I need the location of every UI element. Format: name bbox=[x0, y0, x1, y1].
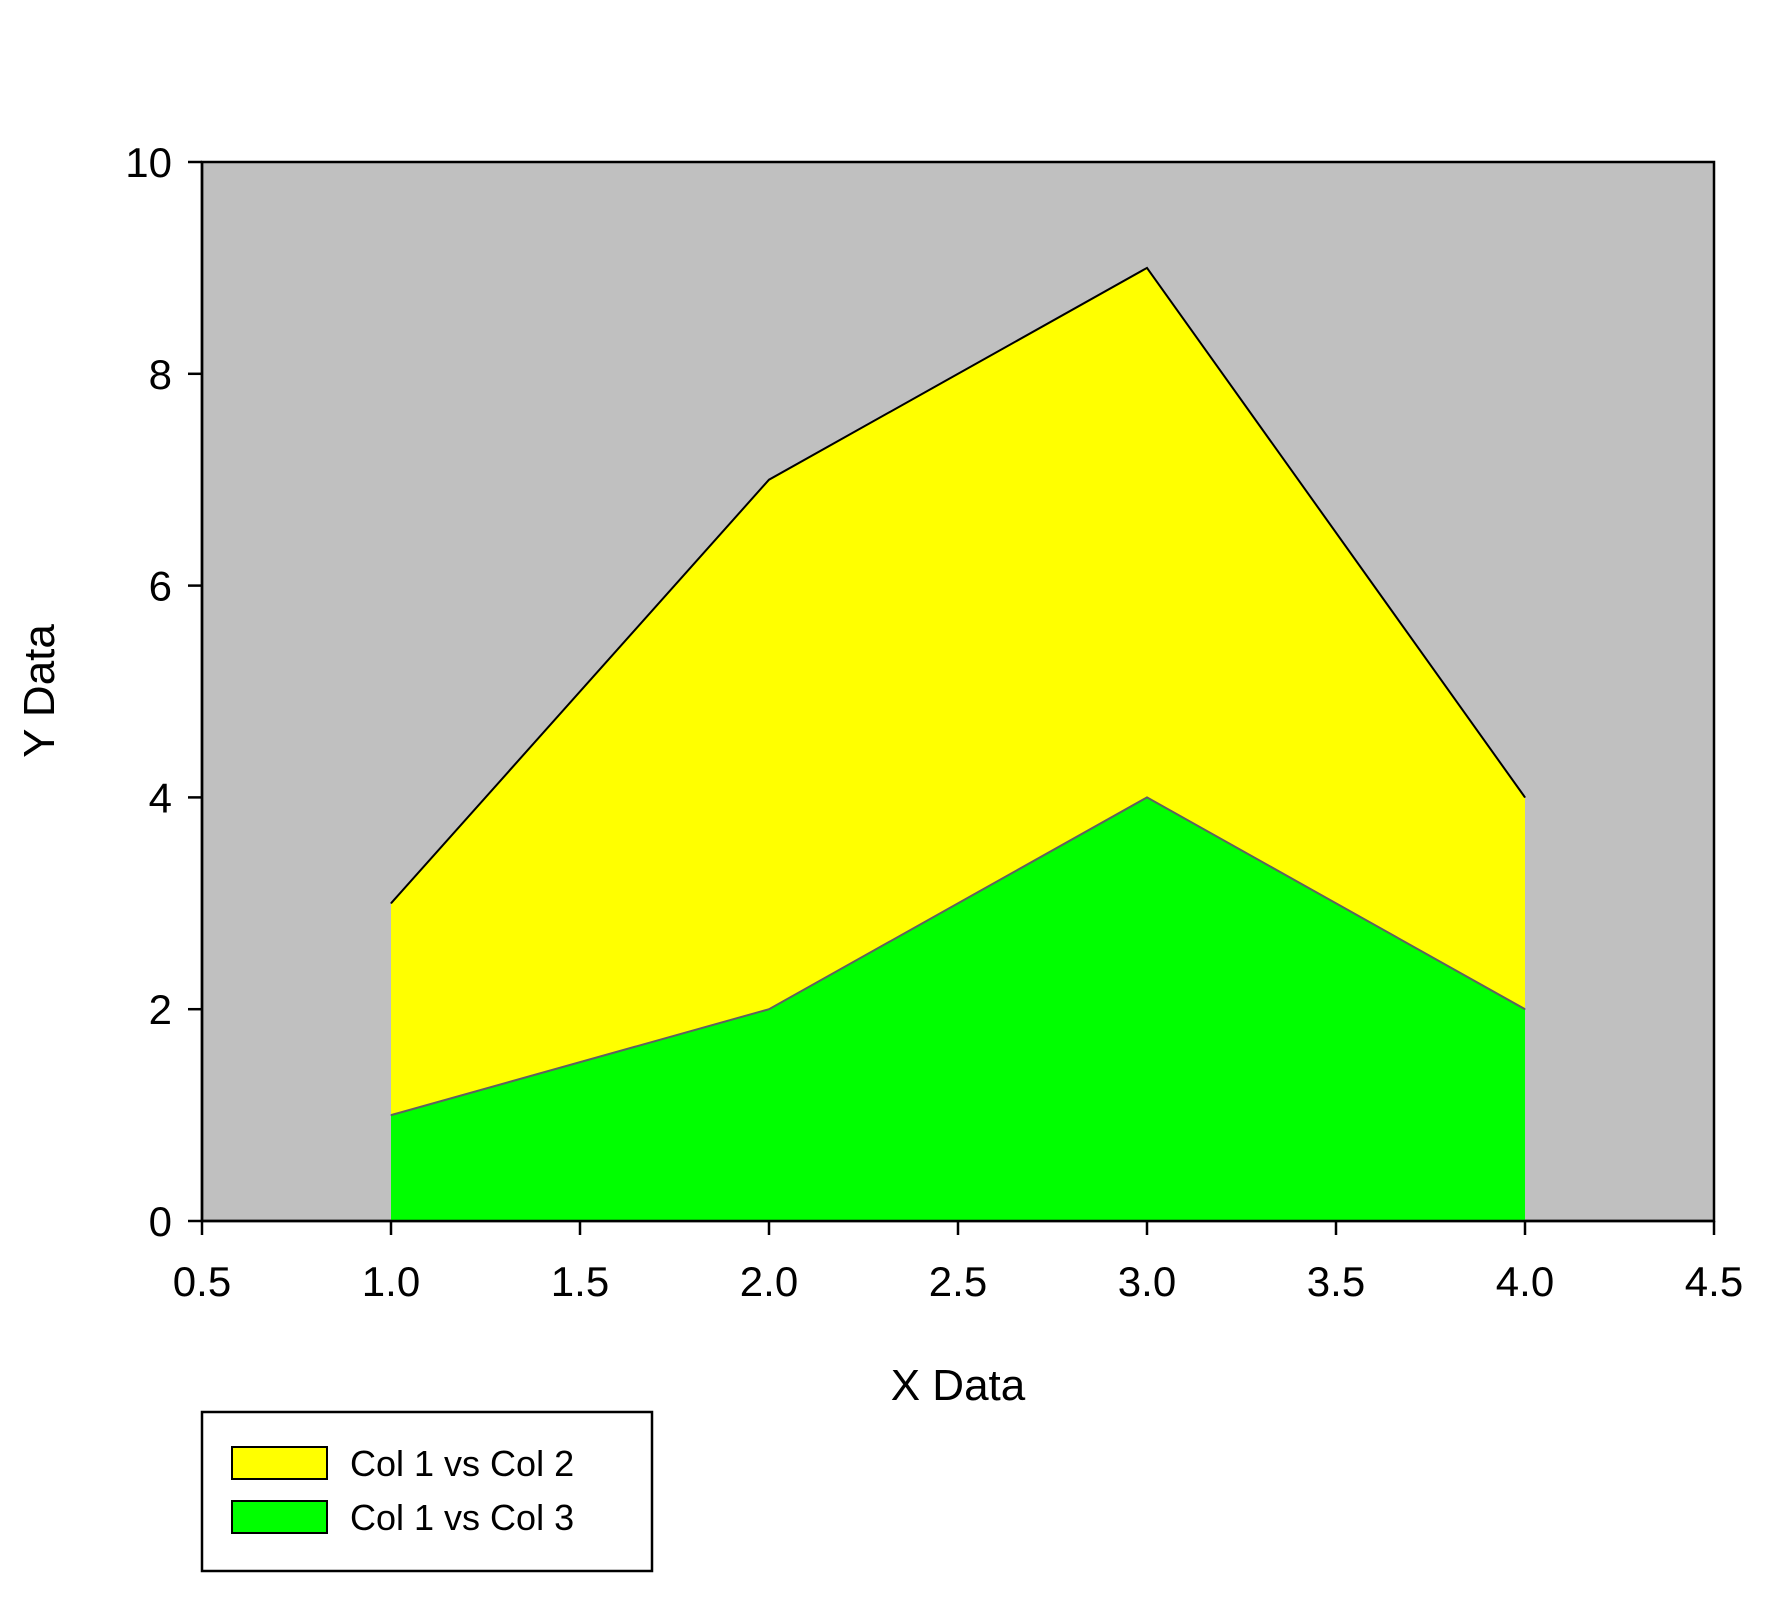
y-axis-title: Y Data bbox=[15, 624, 64, 758]
y-tick-label: 4 bbox=[149, 774, 172, 821]
y-tick-label: 10 bbox=[125, 139, 172, 186]
x-tick-label: 4.5 bbox=[1685, 1258, 1743, 1305]
y-tick-label: 6 bbox=[149, 563, 172, 610]
x-tick-label: 2.5 bbox=[929, 1258, 987, 1305]
axes: 0.5 1.0 1.5 2.0 2.5 3.0 3.5 4.0 4.5 0 2 4 6 8 10 bbox=[125, 139, 1743, 1305]
area-edge-series-0 bbox=[390, 266, 1526, 904]
area-fill-series-1 bbox=[391, 797, 1525, 1221]
legend-label-col2: Col 1 vs Col 2 bbox=[350, 1443, 574, 1484]
y-tick-label: 0 bbox=[149, 1198, 172, 1245]
y-tick-label: 2 bbox=[149, 986, 172, 1033]
legend-swatch-col2 bbox=[231, 1446, 328, 1480]
x-tick-label: 2.0 bbox=[740, 1258, 798, 1305]
legend-label-col3: Col 1 vs Col 3 bbox=[350, 1497, 574, 1538]
data-point-series-0-0 bbox=[390, 902, 392, 904]
data-point-series-0-1 bbox=[768, 479, 770, 481]
x-tick-label: 1.0 bbox=[362, 1258, 420, 1305]
x-tick-label: 3.5 bbox=[1307, 1258, 1365, 1305]
x-tick-label: 3.0 bbox=[1118, 1258, 1176, 1305]
data-point-series-1-1 bbox=[768, 1008, 770, 1010]
y-tick-label: 8 bbox=[149, 351, 172, 398]
x-tick-label: 1.5 bbox=[551, 1258, 609, 1305]
data-point-series-1-2 bbox=[1146, 796, 1148, 798]
data-point-series-0-2 bbox=[1146, 267, 1148, 269]
x-axis-title: X Data bbox=[891, 1361, 1026, 1410]
legend-box bbox=[200, 1410, 654, 1573]
legend: Col 1 vs Col 2 Col 1 vs Col 3 bbox=[200, 1410, 654, 1573]
data-point-series-0-3 bbox=[1524, 796, 1526, 798]
area-series-group bbox=[390, 266, 1526, 1221]
legend-swatch-col3 bbox=[231, 1500, 328, 1534]
x-tick-label: 0.5 bbox=[173, 1258, 231, 1305]
area-edge-series-1 bbox=[390, 796, 1526, 1117]
data-point-series-1-0 bbox=[390, 1114, 392, 1116]
x-tick-label: 4.0 bbox=[1496, 1258, 1554, 1305]
data-point-series-1-3 bbox=[1524, 1008, 1526, 1010]
